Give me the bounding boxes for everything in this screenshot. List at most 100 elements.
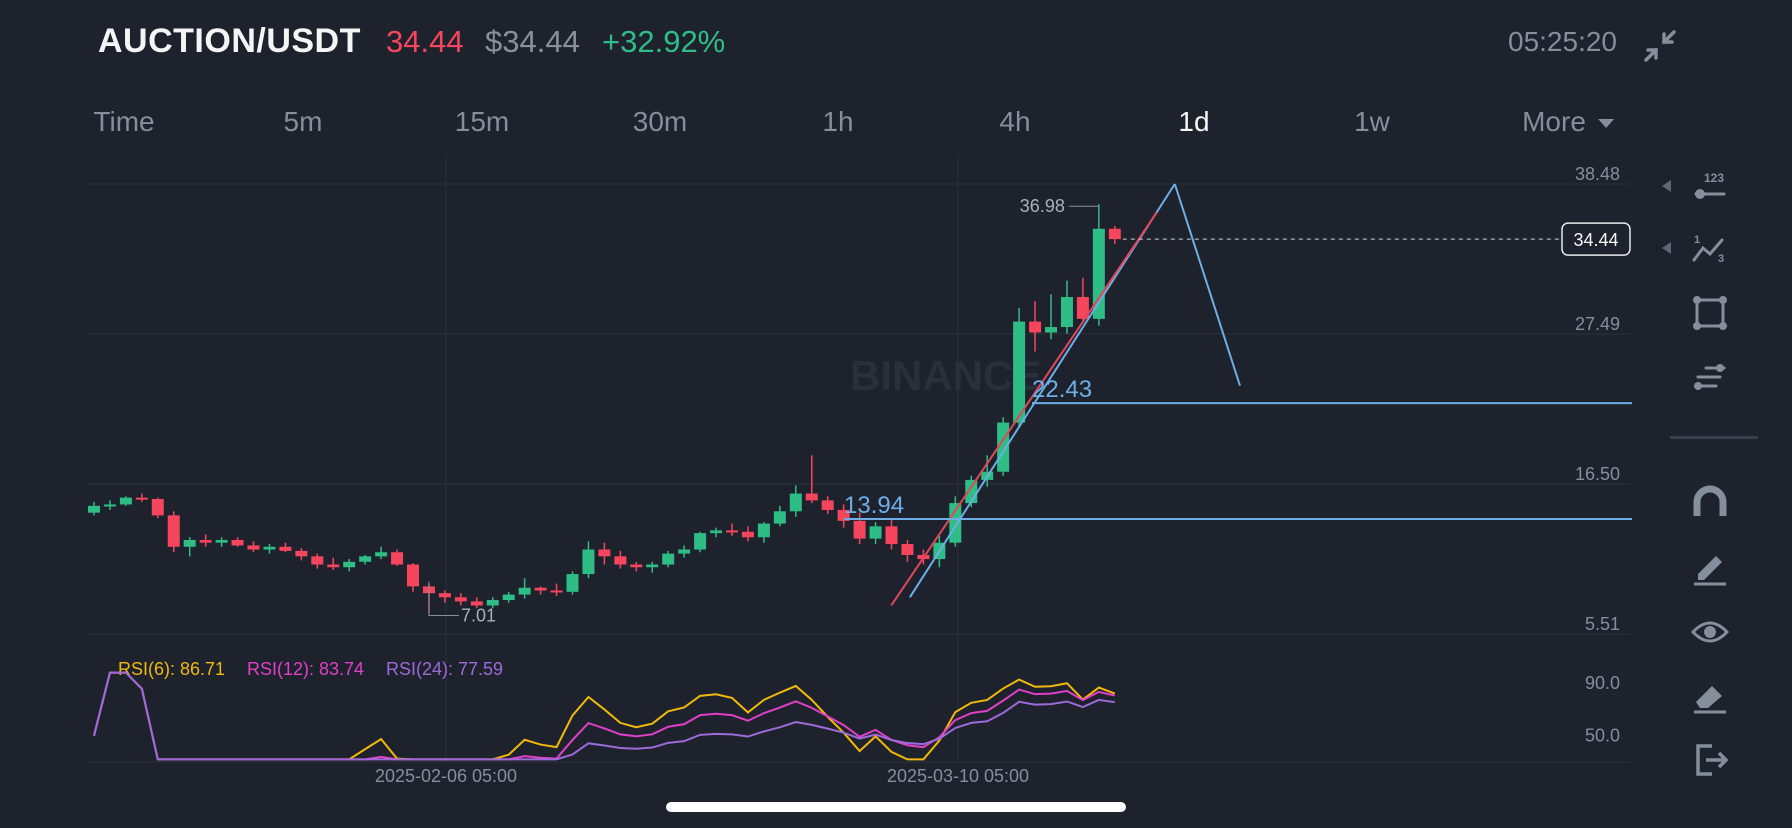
candle-body	[805, 493, 818, 501]
candle-body	[550, 590, 563, 593]
candle-body	[534, 587, 547, 591]
candle-body	[678, 549, 691, 554]
candle-body	[486, 600, 499, 606]
candle-body	[151, 499, 164, 516]
indicator-123-button[interactable]: 123	[1662, 164, 1758, 210]
expand-arrow-icon	[1662, 242, 1671, 254]
candle-body	[167, 515, 180, 547]
magnet-icon	[1693, 485, 1727, 516]
tab-1d[interactable]: 1d	[1178, 106, 1210, 137]
candle-body	[1013, 321, 1026, 423]
candle-body	[215, 539, 228, 543]
tab-1h[interactable]: 1h	[822, 106, 854, 137]
candle-body	[646, 564, 659, 568]
exit-icon	[1696, 744, 1729, 776]
candle-body	[662, 553, 675, 565]
rsi-label-0: RSI(6): 86.71	[118, 659, 225, 679]
usd-price: $34.44	[485, 24, 580, 59]
rsi-axis-label: 90.0	[1585, 673, 1620, 693]
tab-4h[interactable]: 4h	[999, 106, 1031, 137]
rsi-label-2: RSI(24): 77.59	[386, 659, 503, 679]
candle-body	[135, 497, 148, 500]
low-price-label: 7.01	[461, 606, 496, 626]
eye-icon	[1690, 621, 1730, 643]
candle-body	[885, 526, 898, 545]
candle-body	[837, 509, 850, 521]
candle-body	[359, 556, 372, 562]
svg-text:1: 1	[1694, 234, 1700, 246]
candle-body	[694, 533, 707, 550]
candle-body	[869, 526, 882, 539]
caret-down-icon	[1597, 119, 1614, 129]
tab-5m[interactable]: 5m	[283, 106, 323, 137]
price-change-percent: +32.92%	[602, 24, 726, 59]
pencil-button[interactable]	[1668, 544, 1758, 590]
candle-body	[391, 552, 404, 565]
candle-body	[1108, 228, 1121, 240]
candle-body	[295, 550, 308, 557]
candle-body	[279, 546, 292, 551]
shape-square-icon	[1693, 296, 1727, 330]
level-label-13: 13.94	[844, 492, 904, 519]
current-price-tag	[1561, 222, 1631, 256]
candle-body	[901, 544, 914, 555]
tab-1w[interactable]: 1w	[1354, 106, 1390, 137]
high-price-label: 36.98	[1020, 196, 1065, 216]
candle-body	[853, 520, 866, 539]
rsi-line-24	[93, 671, 1115, 761]
exit-button[interactable]	[1668, 736, 1758, 782]
interval-tabs: Time 5m 15m 30m 1h 4h 1d 1w More	[0, 100, 1792, 144]
tab-more[interactable]: More	[1522, 106, 1614, 138]
eraser-button[interactable]	[1668, 672, 1758, 718]
current-price-label: 34.44	[1573, 230, 1618, 250]
candle-body	[231, 539, 244, 546]
candle-body	[119, 497, 132, 505]
candle-body	[502, 594, 515, 601]
y-axis-label: 27.49	[1575, 314, 1620, 334]
candle-body	[454, 597, 467, 602]
candle-body	[598, 549, 611, 557]
tab-time[interactable]: Time	[93, 106, 155, 137]
candle-body	[263, 546, 276, 550]
tab-15m[interactable]: 15m	[454, 106, 510, 137]
collapse-icon[interactable]	[1640, 26, 1680, 66]
trading-pair[interactable]: AUCTION/USDT	[98, 22, 361, 60]
magnet-button[interactable]	[1668, 480, 1758, 526]
candle-body	[199, 539, 212, 543]
candle-body	[566, 574, 579, 592]
eye-button[interactable]	[1668, 608, 1758, 654]
list-settings-icon	[1694, 364, 1726, 390]
tab-30m[interactable]: 30m	[632, 106, 688, 137]
candle-body	[327, 564, 340, 568]
expand-arrow-icon	[1662, 180, 1671, 192]
candle-body	[518, 587, 531, 595]
ticker-header: AUCTION/USDT 34.44 $34.44 +32.92% 05:25:…	[0, 0, 1792, 92]
svg-text:123: 123	[1704, 171, 1724, 185]
candle-body	[1045, 327, 1057, 333]
watermark: BINANCE	[850, 352, 1041, 399]
level-label-22: 22.43	[1032, 376, 1092, 403]
tab-more-label: More	[1522, 106, 1586, 137]
candle-body	[726, 530, 738, 533]
low-label-leader	[428, 581, 459, 617]
candle-body	[103, 504, 116, 507]
svg-text:3: 3	[1718, 253, 1724, 265]
y-axis-label: 16.50	[1575, 464, 1620, 484]
drawings[interactable]: 22.43 13.94	[844, 183, 1632, 607]
candle-body	[407, 564, 419, 587]
list-settings-button[interactable]	[1668, 354, 1758, 400]
candle-body	[582, 549, 595, 575]
candle-body	[438, 593, 451, 598]
candle-body	[789, 493, 802, 512]
chart-grid	[88, 154, 1630, 763]
home-indicator[interactable]	[666, 802, 1126, 812]
candle-body	[773, 511, 786, 524]
rsi-axis-label: 50.0	[1585, 726, 1620, 746]
candle-body	[630, 564, 643, 568]
indicator-123-icon: 123	[1694, 171, 1726, 199]
compare-button[interactable]: 1 3	[1662, 226, 1758, 272]
shape-button[interactable]	[1668, 290, 1758, 336]
rsi-panel: 90.0 50.0 RSI(6): 86.71 RSI(12): 83.74 RSI(2…	[93, 659, 1620, 761]
candle-body	[88, 505, 100, 513]
